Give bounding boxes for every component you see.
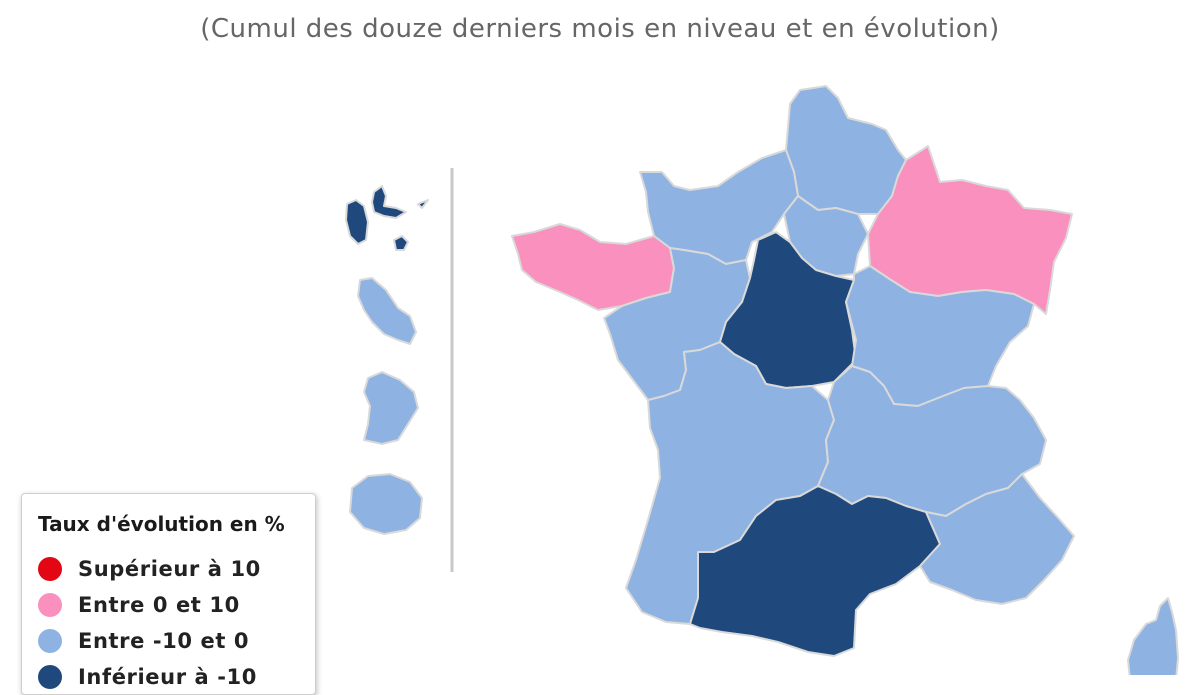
region-paca[interactable]: Provence-Alpes-Côte d'Azur bbox=[919, 473, 1075, 605]
region-la-reunion[interactable]: Guyane bbox=[349, 473, 423, 535]
region-hauts-de-france[interactable]: Hauts-de-France bbox=[785, 85, 907, 215]
region-centre-val-de-loire[interactable]: Centre-Val de Loire bbox=[719, 231, 857, 389]
region-guyane[interactable]: Martinique bbox=[363, 371, 419, 445]
legend-label: Inférieur à -10 bbox=[78, 665, 257, 689]
region-grand-est[interactable]: Grand Est bbox=[867, 145, 1073, 315]
legend-item-superieur-10[interactable]: Supérieur à 10 bbox=[38, 556, 261, 582]
legend-swatch bbox=[38, 593, 62, 617]
france-region-map: Corse Guadeloupe Martinique Guyane Hauts… bbox=[345, 85, 1179, 675]
region-guadeloupe[interactable]: Corse bbox=[345, 185, 429, 251]
legend-swatch bbox=[38, 665, 62, 689]
legend-swatch bbox=[38, 629, 62, 653]
legend-swatch bbox=[38, 557, 62, 581]
legend-label: Entre 0 et 10 bbox=[78, 593, 240, 617]
map-subtitle: (Cumul des douze derniers mois en niveau… bbox=[200, 14, 1000, 44]
region-martinique[interactable]: Guadeloupe bbox=[357, 277, 417, 345]
legend-label: Entre -10 et 0 bbox=[78, 629, 250, 653]
legend-panel: Taux d'évolution en % Supérieur à 10 Ent… bbox=[21, 493, 316, 695]
legend-item-entre-moins10-0[interactable]: Entre -10 et 0 bbox=[38, 628, 249, 654]
region-bourgogne-franche-comte[interactable]: Bourgogne-Franche-Comté bbox=[845, 265, 1035, 407]
legend-title: Taux d'évolution en % bbox=[38, 512, 285, 536]
region-corse[interactable]: La Réunion bbox=[1127, 597, 1179, 675]
legend-label: Supérieur à 10 bbox=[78, 557, 261, 581]
legend-item-inferieur-moins10[interactable]: Inférieur à -10 bbox=[38, 664, 257, 690]
legend-item-entre-0-10[interactable]: Entre 0 et 10 bbox=[38, 592, 240, 618]
